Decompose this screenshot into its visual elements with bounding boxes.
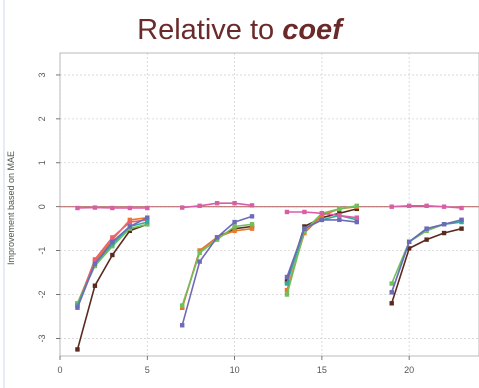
- data-point: [232, 228, 237, 234]
- data-point: [180, 303, 185, 308]
- data-point: [75, 305, 80, 310]
- x-tick-label: 5: [145, 365, 150, 375]
- data-point: [249, 203, 255, 208]
- grid: [59, 53, 479, 356]
- data-point: [232, 200, 237, 206]
- data-point: [441, 204, 447, 209]
- data-point: [180, 323, 185, 328]
- data-point: [232, 219, 237, 225]
- data-point: [249, 222, 255, 227]
- data-point: [354, 215, 359, 220]
- data-point: [197, 259, 202, 264]
- series-line-g1-s3: [76, 219, 148, 306]
- y-axis-label: Improvement based on MAE: [6, 151, 16, 265]
- title-prefix: Relative to: [137, 14, 283, 46]
- data-point: [92, 257, 98, 262]
- data-point: [389, 204, 394, 209]
- data-point: [406, 203, 412, 209]
- data-point: [75, 205, 80, 211]
- x-tick-label: 0: [57, 365, 62, 375]
- data-point: [406, 239, 412, 245]
- y-tick-label: -1: [37, 247, 47, 255]
- y-tick-label: -3: [37, 334, 47, 342]
- data-point: [127, 224, 133, 229]
- data-point: [75, 347, 80, 352]
- data-point: [110, 252, 115, 258]
- chart-title: Relative to coef: [0, 14, 479, 47]
- data-point: [197, 250, 202, 256]
- data-point: [441, 222, 447, 227]
- data-point: [424, 237, 429, 242]
- data-point: [319, 211, 325, 216]
- data-point: [145, 205, 150, 211]
- data-point: [424, 203, 429, 209]
- data-point: [459, 217, 464, 223]
- data-point: [354, 219, 359, 225]
- data-point: [337, 206, 342, 212]
- data-point: [389, 281, 394, 286]
- data-point: [337, 217, 342, 223]
- axes: 0 5 10 15 20 -3 -2 -1 0 1 2 3: [37, 52, 479, 375]
- data-point: [214, 200, 220, 206]
- plot-frame: [59, 52, 479, 357]
- data-point: [424, 226, 429, 231]
- data-point: [284, 274, 290, 280]
- y-tick-label: 1: [37, 160, 47, 165]
- data-point: [406, 246, 412, 251]
- data-point: [92, 283, 98, 288]
- data-point: [249, 226, 255, 231]
- data-point: [441, 230, 447, 236]
- data-point: [110, 239, 115, 245]
- data-point: [92, 205, 98, 210]
- data-point: [459, 226, 464, 231]
- y-tick-label: -2: [37, 291, 47, 299]
- x-tick-label: 20: [404, 365, 414, 375]
- data-point: [337, 213, 342, 218]
- data-point: [214, 235, 220, 240]
- data-point: [302, 226, 307, 231]
- data-point: [232, 224, 237, 229]
- data-point: [145, 219, 150, 225]
- data-point: [92, 261, 98, 266]
- data-point: [145, 215, 150, 220]
- left-border: [3, 0, 5, 388]
- data-point: [284, 292, 290, 297]
- data-point: [127, 205, 133, 211]
- series-layer: [75, 200, 464, 352]
- y-tick-label: 3: [37, 72, 47, 77]
- data-point: [389, 290, 394, 295]
- data-point: [284, 287, 290, 293]
- data-point: [354, 203, 359, 209]
- y-tick-label: 2: [37, 116, 47, 121]
- data-point: [197, 203, 202, 209]
- series-line-g1-s2: [76, 216, 148, 304]
- x-tick-label: 10: [230, 365, 240, 375]
- data-point: [459, 205, 464, 211]
- data-point: [180, 205, 185, 210]
- x-tick-label: 15: [317, 365, 327, 375]
- data-point: [284, 281, 290, 286]
- data-point: [319, 217, 325, 223]
- data-point: [110, 235, 115, 240]
- data-point: [249, 214, 255, 219]
- title-emphasis: coef: [282, 14, 342, 46]
- data-point: [389, 301, 394, 306]
- y-tick-label: 0: [37, 204, 47, 209]
- data-point: [302, 209, 307, 215]
- data-point: [110, 205, 115, 211]
- data-point: [284, 209, 290, 215]
- series-line-g1-s5: [76, 221, 148, 306]
- data-point: [127, 219, 133, 225]
- series-line-g3-s5: [286, 219, 357, 278]
